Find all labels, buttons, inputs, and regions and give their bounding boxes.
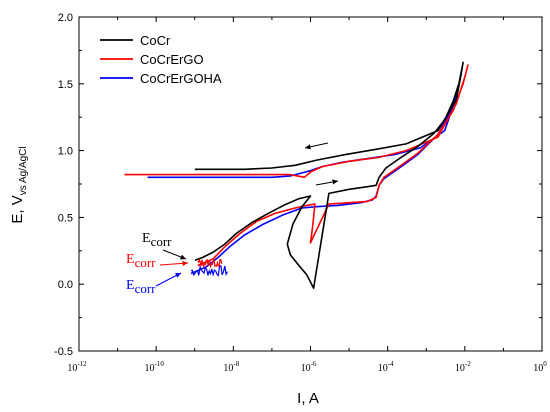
y-tick-label: -0.5 xyxy=(54,346,73,358)
legend: CoCr CoCrErGO CoCrErGOHA xyxy=(100,33,222,86)
y-axis-label: E, Vvs Ag/AgCl xyxy=(9,146,29,223)
y-axis-label-main: E, V xyxy=(9,195,26,223)
annotation-arrowhead-ecorr-blue xyxy=(175,273,181,278)
x-tick-label: 10-2 xyxy=(455,360,471,374)
legend-label-cocr: CoCr xyxy=(140,33,171,48)
y-tick-label: 2.0 xyxy=(58,12,73,24)
x-tick-label: 10-12 xyxy=(67,360,87,374)
x-tick-label: 10-6 xyxy=(301,360,317,374)
annotation-arrowhead-ecorr-red xyxy=(182,260,188,266)
annotation-ecorr-blue: Ecorr xyxy=(126,278,156,296)
forward-scan-arrow-head xyxy=(332,179,338,185)
x-tick-label: 10-8 xyxy=(223,360,239,374)
y-tick-label: 0.0 xyxy=(58,279,73,291)
y-tick-label: 1.5 xyxy=(58,79,73,91)
x-tick-label: 10-4 xyxy=(378,360,394,374)
legend-label-cocrergo: CoCrErGO xyxy=(140,52,204,67)
y-axis-label-sub: vs Ag/AgCl xyxy=(18,146,29,195)
series-noise-cocrergoha xyxy=(190,264,228,277)
annotation-ecorr-red: Ecorr xyxy=(126,252,156,270)
annotation-ecorr-black: Ecorr xyxy=(142,231,172,249)
x-axis-label: I, A xyxy=(297,390,319,407)
y-tick-label: 0.5 xyxy=(58,212,73,224)
series-noise-cocrergo xyxy=(197,257,223,269)
series-line-cocr xyxy=(194,61,464,289)
annotation-arrowhead-ecorr-black xyxy=(180,254,186,260)
plot-frame xyxy=(78,16,543,352)
series-line-cocrergo xyxy=(124,64,469,267)
x-tick-label: 100 xyxy=(533,360,547,374)
reverse-scan-arrow-head xyxy=(305,144,311,150)
svg-text:E, Vvs Ag/AgCl: E, Vvs Ag/AgCl xyxy=(9,146,29,223)
x-tick-label: 10-10 xyxy=(144,360,164,374)
series-line-cocrergoha xyxy=(147,83,460,275)
legend-label-cocrergoha: CoCrErGOHA xyxy=(140,71,222,86)
y-tick-label: 1.0 xyxy=(58,146,73,158)
